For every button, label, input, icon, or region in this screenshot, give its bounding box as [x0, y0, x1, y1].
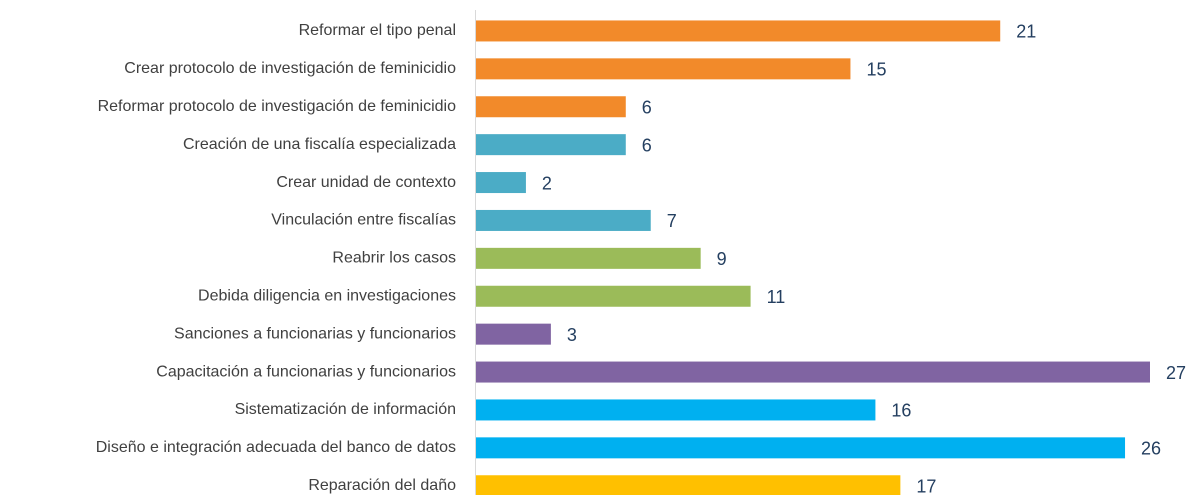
bar	[476, 20, 1001, 42]
y-tick-label: Diseño e integración adecuada del banco …	[96, 439, 456, 456]
y-tick-label: Capacitación a funcionarias y funcionari…	[156, 363, 456, 380]
bar	[476, 361, 1150, 383]
value-label: 9	[717, 249, 727, 269]
y-tick-label: Creación de una fiscalía especializada	[183, 136, 456, 153]
bar	[476, 323, 551, 345]
value-label: 7	[667, 211, 677, 231]
y-tick-label: Vinculación entre fiscalías	[271, 212, 456, 229]
y-tick-label: Reabrir los casos	[332, 250, 456, 267]
y-tick-label: Crear protocolo de investigación de femi…	[124, 60, 456, 77]
bar	[476, 437, 1126, 459]
bar	[476, 209, 651, 231]
bar	[476, 247, 701, 269]
value-label: 6	[642, 98, 652, 118]
bar	[476, 58, 851, 80]
bar	[476, 399, 876, 421]
y-tick-label: Crear unidad de contexto	[276, 174, 456, 191]
y-tick-label: Sistematización de información	[235, 401, 456, 418]
y-tick-label: Reformar el tipo penal	[299, 22, 456, 39]
y-tick-label: Sanciones a funcionarias y funcionarios	[174, 325, 456, 342]
value-label: 6	[642, 135, 652, 155]
bar	[476, 96, 626, 118]
bar	[476, 172, 526, 194]
bar	[476, 285, 751, 307]
value-label: 3	[567, 325, 577, 345]
y-tick-label: Reparación del daño	[308, 477, 456, 494]
y-tick-label: Reformar protocolo de investigación de f…	[98, 98, 457, 115]
y-tick-label: Debida diligencia en investigaciones	[198, 287, 456, 304]
value-label: 2	[542, 173, 552, 193]
bar	[476, 134, 626, 156]
value-label: 16	[891, 401, 911, 421]
value-label: 27	[1166, 363, 1186, 383]
value-label: 15	[866, 60, 886, 80]
value-label: 26	[1141, 439, 1161, 459]
value-label: 21	[1016, 22, 1036, 42]
value-label: 11	[767, 287, 786, 307]
bar	[476, 475, 901, 495]
value-label: 17	[916, 477, 936, 495]
